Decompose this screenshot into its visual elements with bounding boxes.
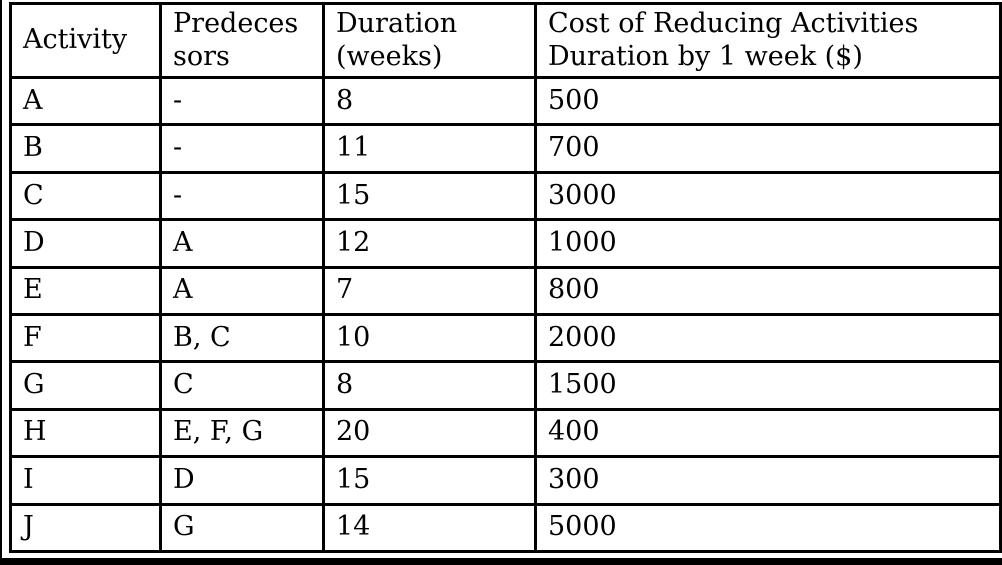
cell-duration: 15: [322, 170, 537, 222]
table-row: H E, F, G 20 400: [9, 407, 1002, 459]
cell-activity: F: [9, 312, 162, 364]
cell-activity: E: [9, 265, 162, 316]
column-header-duration: Duration (weeks): [322, 2, 537, 79]
cell-predecessors: A: [159, 265, 325, 316]
cell-predecessors: -: [159, 123, 325, 174]
table-row: A - 8 500: [9, 75, 1002, 127]
cell-cost: 2000: [534, 312, 1002, 364]
activities-table: Activity Predeces sors Duration (weeks) …: [9, 2, 1002, 554]
cell-predecessors: G: [159, 502, 325, 554]
table-row: E A 7 800: [9, 265, 1002, 316]
cell-predecessors: B, C: [159, 312, 325, 364]
cell-cost: 700: [534, 123, 1002, 174]
cell-activity: G: [9, 360, 162, 411]
table-row: I D 15 300: [9, 455, 1002, 506]
table-body: A - 8 500 B - 11 700 C - 15 3000 D A 12 …: [9, 75, 1002, 554]
cell-predecessors: D: [159, 455, 325, 506]
cell-duration: 15: [322, 455, 537, 506]
cell-duration: 20: [322, 407, 537, 459]
cell-activity: B: [9, 123, 162, 174]
left-frame-border: [0, 0, 2, 565]
cell-duration: 10: [322, 312, 537, 364]
cell-cost: 3000: [534, 170, 1002, 222]
cell-duration: 14: [322, 502, 537, 554]
cell-duration: 12: [322, 218, 537, 269]
table-row: C - 15 3000: [9, 170, 1002, 222]
cell-predecessors: -: [159, 170, 325, 222]
cell-activity: D: [9, 218, 162, 269]
cell-cost: 1500: [534, 360, 1002, 411]
header-row: Activity Predeces sors Duration (weeks) …: [9, 2, 1002, 79]
column-header-predecessors: Predeces sors: [159, 2, 325, 79]
cell-cost: 5000: [534, 502, 1002, 554]
cell-duration: 8: [322, 75, 537, 127]
column-header-activity: Activity: [9, 2, 162, 79]
column-header-cost: Cost of Reducing Activities Duration by …: [534, 2, 1002, 79]
cell-activity: H: [9, 407, 162, 459]
cell-duration: 7: [322, 265, 537, 316]
bottom-frame-border: [0, 558, 1002, 565]
table-row: B - 11 700: [9, 123, 1002, 174]
table-row: F B, C 10 2000: [9, 312, 1002, 364]
cell-activity: C: [9, 170, 162, 222]
cell-predecessors: -: [159, 75, 325, 127]
cell-predecessors: E, F, G: [159, 407, 325, 459]
cell-predecessors: C: [159, 360, 325, 411]
cell-activity: A: [9, 75, 162, 127]
table-row: D A 12 1000: [9, 218, 1002, 269]
cell-cost: 300: [534, 455, 1002, 506]
cell-duration: 11: [322, 123, 537, 174]
cell-activity: I: [9, 455, 162, 506]
table-row: J G 14 5000: [9, 502, 1002, 554]
cell-duration: 8: [322, 360, 537, 411]
cell-predecessors: A: [159, 218, 325, 269]
cell-cost: 800: [534, 265, 1002, 316]
cell-cost: 400: [534, 407, 1002, 459]
table-row: G C 8 1500: [9, 360, 1002, 411]
cell-activity: J: [9, 502, 162, 554]
cell-cost: 500: [534, 75, 1002, 127]
cell-cost: 1000: [534, 218, 1002, 269]
